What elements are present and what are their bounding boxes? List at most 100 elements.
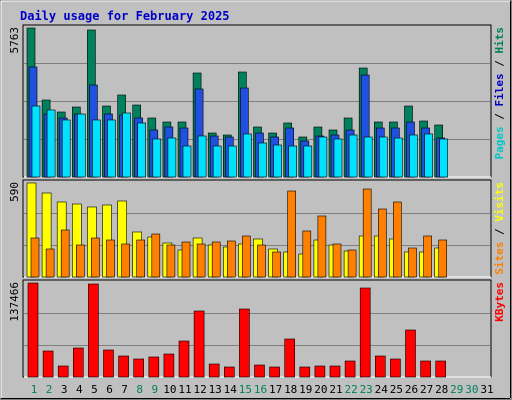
bar-pages-day-11 xyxy=(182,145,192,178)
bar-sites-day-24 xyxy=(377,208,387,278)
bar-sites-day-7 xyxy=(121,243,130,278)
bar-kbytes-day-23 xyxy=(359,287,371,378)
bar-sites-day-13 xyxy=(211,241,221,278)
day-label-23: 23 xyxy=(360,383,373,396)
bar-sites-day-14 xyxy=(227,240,236,278)
day-label-2: 2 xyxy=(46,383,53,396)
bar-pages-day-7 xyxy=(122,112,131,178)
bar-sites-day-26 xyxy=(408,247,417,278)
day-label-5: 5 xyxy=(91,383,98,396)
bar-kbytes-day-7 xyxy=(118,355,129,378)
bar-sites-day-25 xyxy=(393,201,402,278)
ymax-label: 590 xyxy=(8,182,21,202)
bar-pages-day-1 xyxy=(31,105,41,178)
bar-kbytes-day-20 xyxy=(314,365,326,378)
bar-sites-day-17 xyxy=(272,251,281,278)
bar-sites-day-5 xyxy=(91,237,100,278)
bar-pages-day-10 xyxy=(167,137,177,178)
day-label-6: 6 xyxy=(106,383,113,396)
bar-kbytes-day-16 xyxy=(254,364,265,378)
bar-pages-day-15 xyxy=(243,133,252,178)
day-label-13: 13 xyxy=(209,383,222,396)
bar-pages-day-18 xyxy=(288,145,298,178)
day-label-21: 21 xyxy=(329,383,342,396)
bar-kbytes-day-27 xyxy=(420,360,431,378)
day-label-3: 3 xyxy=(61,383,68,396)
bar-pages-day-27 xyxy=(424,133,433,178)
bar-kbytes-day-12 xyxy=(193,310,205,378)
bar-sites-day-28 xyxy=(438,239,448,278)
legend-part: Visits xyxy=(493,182,506,222)
bar-pages-day-5 xyxy=(92,119,101,178)
bar-sites-day-2 xyxy=(45,248,55,278)
bar-pages-day-12 xyxy=(197,135,207,178)
side-legend: Sites / Visits xyxy=(493,182,506,275)
bar-sites-day-11 xyxy=(181,241,191,278)
bar-sites-day-21 xyxy=(332,243,342,278)
day-label-14: 14 xyxy=(224,383,238,396)
legend-part: Sites xyxy=(493,242,506,275)
bar-sites-day-18 xyxy=(287,190,297,278)
ymax-label: 5763 xyxy=(8,27,21,54)
bar-kbytes-day-13 xyxy=(208,363,220,378)
bar-kbytes-day-25 xyxy=(390,358,401,378)
bar-kbytes-day-11 xyxy=(178,340,190,378)
day-label-12: 12 xyxy=(193,383,206,396)
bar-kbytes-day-4 xyxy=(73,347,84,378)
day-label-28: 28 xyxy=(435,383,448,396)
day-label-17: 17 xyxy=(269,383,282,396)
bar-sites-day-6 xyxy=(106,239,115,278)
day-label-16: 16 xyxy=(254,383,267,396)
chart-panels: 5763 Pages / Files / Hits 590 Sites / Visit… xyxy=(8,24,506,378)
bar-pages-day-21 xyxy=(333,138,343,178)
bar-pages-day-4 xyxy=(77,113,86,178)
bar-kbytes-day-26 xyxy=(405,329,416,378)
bar-sites-day-9 xyxy=(151,233,161,278)
bar-pages-day-20 xyxy=(318,136,328,178)
bar-kbytes-day-17 xyxy=(269,366,280,378)
bar-kbytes-day-1 xyxy=(27,282,39,378)
bar-pages-day-17 xyxy=(273,144,282,178)
bar-kbytes-day-22 xyxy=(344,360,356,378)
bar-kbytes-day-18 xyxy=(284,338,296,378)
bar-pages-day-13 xyxy=(212,145,222,178)
day-label-27: 27 xyxy=(420,383,433,396)
day-axis: 1 2 3 4 5 6 7 8 9 10 11 12 13 14 15 16 17 18 19 20 21 22 23 24 2… xyxy=(31,383,494,396)
bar-pages-day-28 xyxy=(439,138,449,178)
bar-sites-day-12 xyxy=(196,243,206,278)
day-label-20: 20 xyxy=(314,383,327,396)
bar-pages-day-22 xyxy=(348,134,358,178)
day-label-19: 19 xyxy=(299,383,312,396)
bar-kbytes-day-14 xyxy=(224,366,235,378)
bar-kbytes-day-10 xyxy=(163,353,175,378)
bar-sites-day-1 xyxy=(30,237,40,278)
bar-kbytes-day-3 xyxy=(57,365,69,378)
day-label-15: 15 xyxy=(239,383,252,396)
side-legend: Pages / Files / Hits xyxy=(493,27,506,160)
bar-kbytes-day-28 xyxy=(435,360,447,378)
day-label-9: 9 xyxy=(151,383,158,396)
bar-pages-day-8 xyxy=(137,122,146,178)
bar-pages-day-14 xyxy=(228,145,237,178)
bar-pages-day-9 xyxy=(152,138,162,178)
bar-sites-day-20 xyxy=(317,215,327,278)
bar-pages-day-16 xyxy=(258,142,267,178)
bar-kbytes-day-19 xyxy=(299,366,311,378)
bar-kbytes-day-24 xyxy=(374,355,386,378)
bar-kbytes-day-21 xyxy=(329,365,341,378)
side-legend: KBytes xyxy=(493,282,506,322)
bar-sites-day-27 xyxy=(423,235,432,278)
day-label-22: 22 xyxy=(344,383,357,396)
bar-pages-day-24 xyxy=(378,136,388,178)
day-label-25: 25 xyxy=(390,383,403,396)
bar-kbytes-day-5 xyxy=(88,283,99,378)
bar-sites-day-16 xyxy=(257,244,266,278)
day-label-29: 29 xyxy=(450,383,463,396)
legend-part: Pages xyxy=(493,126,506,159)
bar-sites-day-10 xyxy=(166,244,176,278)
bar-sites-day-23 xyxy=(362,188,372,278)
bar-pages-day-3 xyxy=(61,119,71,178)
bar-sites-day-3 xyxy=(60,229,70,278)
bar-pages-day-6 xyxy=(107,119,116,178)
